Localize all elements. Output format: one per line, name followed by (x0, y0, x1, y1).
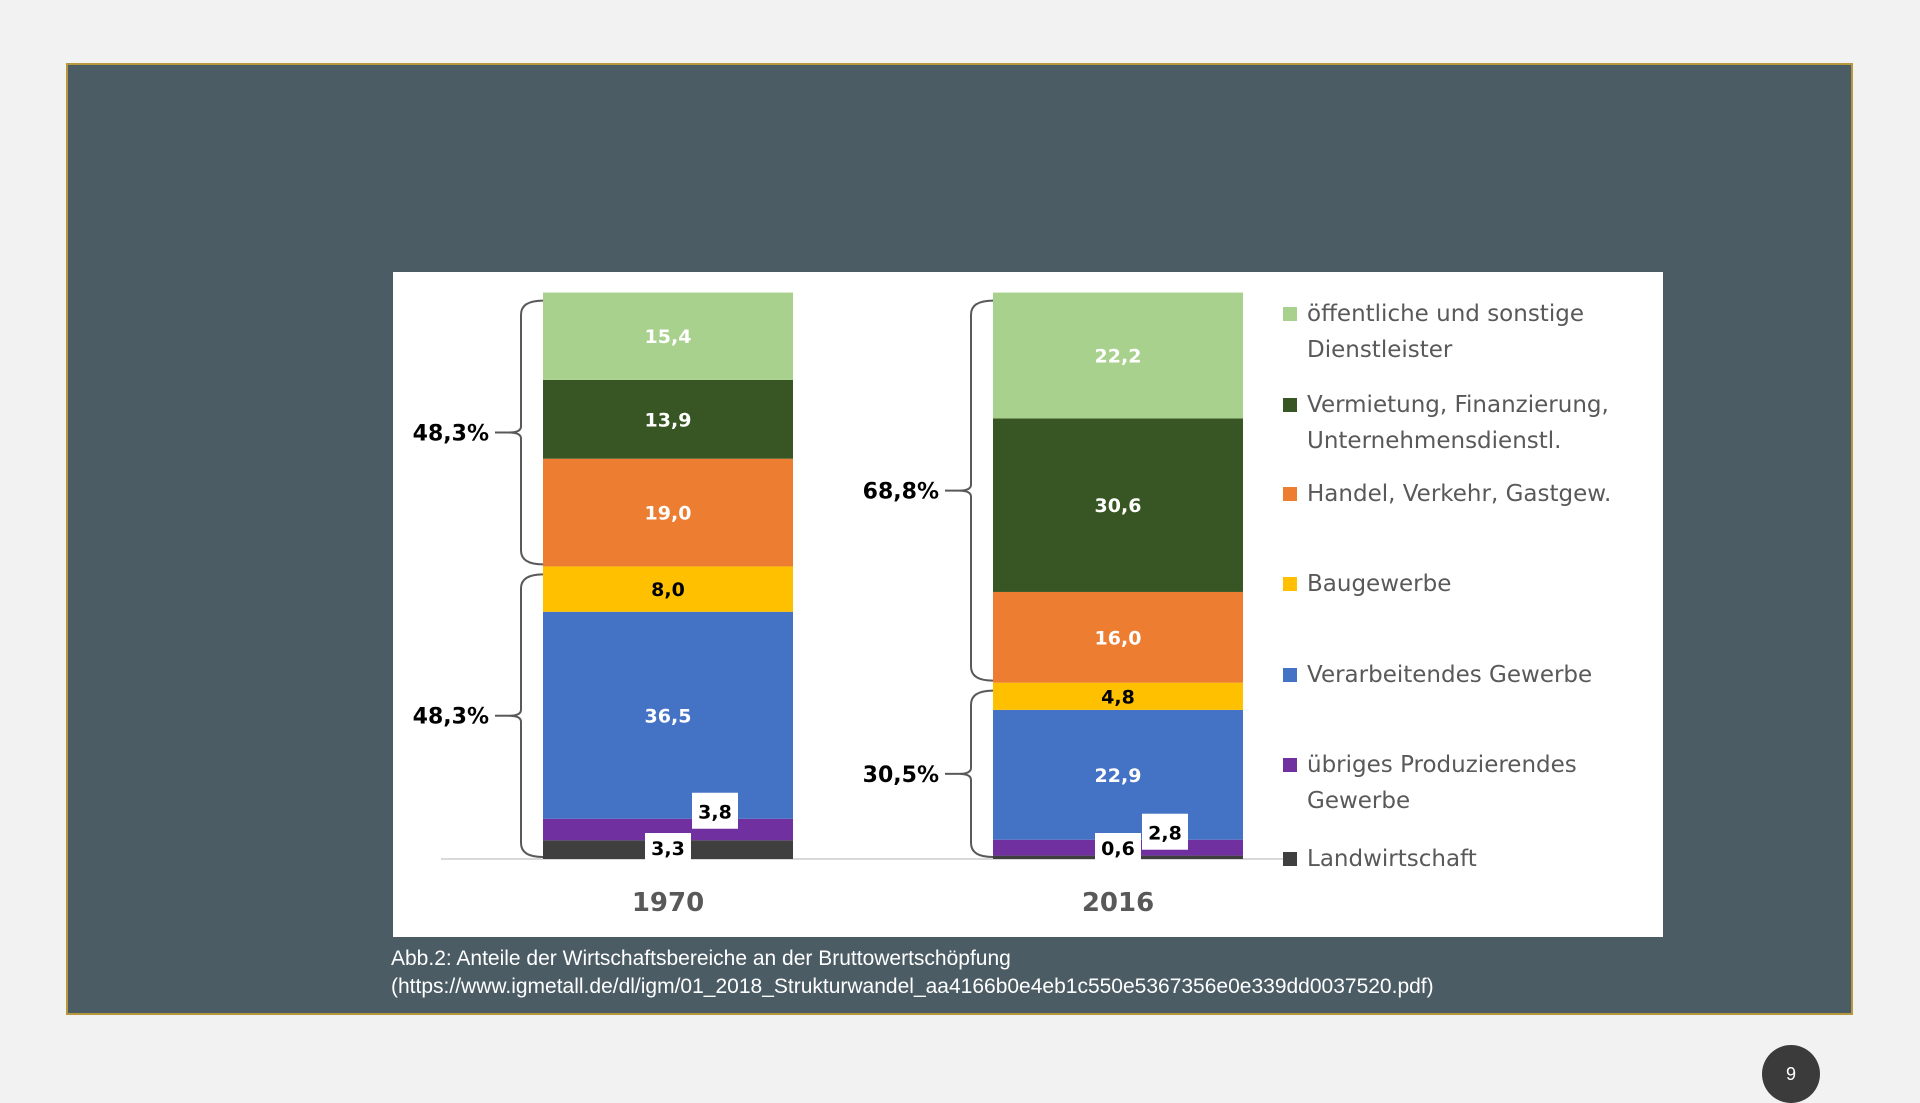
legend-label-1-1: Unternehmensdienstl. (1307, 428, 1561, 454)
legend-label-2-0: Handel, Verkehr, Gastgew. (1307, 481, 1611, 507)
data-label-1970-0-box (645, 833, 691, 861)
legend-swatch-6 (1283, 852, 1297, 866)
bracket-label-1: 48,3% (413, 705, 489, 730)
figure-caption: Abb.2: Anteile der Wirtschaftsbereiche a… (391, 945, 1691, 1001)
x-tick-label-1970: 1970 (632, 888, 704, 918)
slide: 1970 2016 3,3 3,8 36,5 8,0 19,0 13,9 15,4 0,6 2,8 2… (66, 63, 1853, 1103)
legend-swatch-0 (1283, 307, 1297, 321)
x-tick-label-2016: 2016 (1082, 888, 1154, 918)
data-label-2016-2: 22,9 (1095, 765, 1142, 787)
bracket-label-2: 68,8% (863, 480, 939, 505)
legend-label-5-0: übriges Produzierendes (1307, 752, 1577, 778)
stacked-bar-chart: 1970 2016 3,3 3,8 36,5 8,0 19,0 13,9 15,4 0,6 2,8 2… (413, 292, 1611, 918)
data-label-1970-4: 19,0 (645, 503, 692, 525)
data-label-2016-1-box (1142, 813, 1188, 850)
data-label-1970-5: 13,9 (645, 409, 692, 431)
data-label-1970-1: 3,8 (698, 802, 732, 824)
data-label-1970-1-box (692, 792, 738, 829)
bracket-3 (958, 689, 994, 858)
legend-label-5-1: Gewerbe (1307, 788, 1410, 814)
bracket-2 (958, 299, 994, 682)
legend-label-4-0: Verarbeitendes Gewerbe (1307, 662, 1592, 688)
bracket-label-0: 48,3% (413, 421, 489, 446)
bracket-label-3: 30,5% (863, 763, 939, 788)
bar-segment-1970-5 (543, 379, 793, 459)
data-label-2016-5: 30,6 (1095, 495, 1142, 517)
bar-segment-1970-4 (543, 458, 793, 567)
data-label-1970-2: 36,5 (645, 705, 692, 727)
legend-label-6-0: Landwirtschaft (1307, 846, 1477, 872)
data-label-1970-3: 8,0 (651, 579, 685, 601)
data-label-2016-3: 4,8 (1101, 686, 1135, 708)
bracket-0 (508, 299, 544, 566)
legend-swatch-1 (1283, 398, 1297, 412)
caption-line-1: Abb.2: Anteile der Wirtschaftsbereiche a… (391, 947, 1011, 970)
bar-segment-1970-2 (543, 611, 793, 819)
page-number-badge: 9 (1762, 1045, 1820, 1103)
data-label-2016-0: 0,6 (1101, 838, 1135, 860)
legend-label-1-0: Vermietung, Finanzierung, (1307, 392, 1609, 418)
bar-segment-2016-6 (993, 292, 1243, 419)
bar-segment-1970-3 (543, 566, 793, 612)
bar-segment-2016-4 (993, 591, 1243, 683)
legend-swatch-5 (1283, 758, 1297, 772)
legend-swatch-3 (1283, 577, 1297, 591)
bar-segment-2016-5 (993, 418, 1243, 592)
caption-line-2: (https://www.igmetall.de/dl/igm/01_2018_… (391, 975, 1434, 998)
legend-label-0-1: Dienstleister (1307, 337, 1453, 363)
data-label-2016-4: 16,0 (1095, 627, 1142, 649)
legend-swatch-4 (1283, 668, 1297, 682)
bracket-1 (508, 573, 544, 858)
data-label-2016-6: 22,2 (1095, 346, 1142, 368)
data-label-1970-0: 3,3 (651, 838, 685, 860)
bar-segment-2016-2 (993, 709, 1243, 840)
data-label-2016-1: 2,8 (1148, 823, 1182, 845)
chart-panel: 1970 2016 3,3 3,8 36,5 8,0 19,0 13,9 15,4 0,6 2,8 2… (393, 272, 1663, 937)
bar-segment-2016-3 (993, 682, 1243, 710)
data-label-1970-6: 15,4 (645, 326, 692, 348)
legend-label-0-0: öffentliche und sonstige (1307, 301, 1584, 327)
legend-label-3-0: Baugewerbe (1307, 571, 1451, 597)
bar-segment-1970-6 (543, 292, 793, 380)
data-label-2016-0-box (1095, 833, 1141, 861)
legend-swatch-2 (1283, 487, 1297, 501)
